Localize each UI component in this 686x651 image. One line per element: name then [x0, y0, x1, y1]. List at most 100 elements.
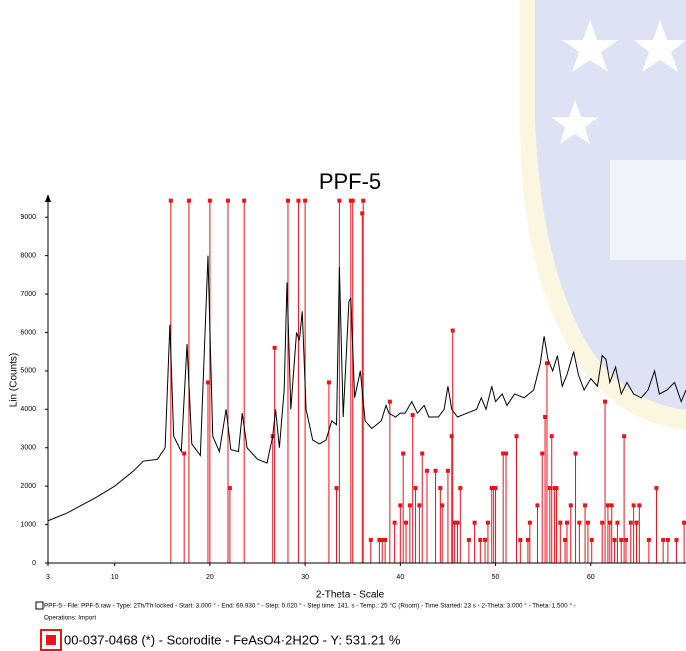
reference-stick	[449, 434, 454, 563]
stick-head	[609, 503, 614, 508]
stick-head	[622, 434, 627, 439]
reference-stick	[401, 451, 406, 563]
x-tick-label: 10	[111, 574, 119, 581]
reference-stick	[417, 503, 422, 563]
reference-stick	[612, 537, 617, 563]
stick-head	[483, 537, 488, 542]
stick-head	[433, 468, 438, 473]
reference-stick	[540, 451, 545, 563]
reference-stick	[514, 434, 519, 563]
stick-head	[438, 486, 443, 491]
reference-stick	[628, 520, 633, 563]
y-tick-label: 9000	[20, 214, 36, 221]
reference-stick	[458, 486, 463, 563]
reference-stick	[504, 451, 509, 563]
reference-stick	[518, 537, 523, 563]
stick-head	[368, 537, 373, 542]
reference-stick	[535, 503, 540, 563]
reference-stick	[387, 399, 392, 563]
y-tick-label: 1000	[20, 521, 36, 528]
data-line	[47, 255, 686, 522]
stick-head	[624, 537, 629, 542]
stick-head	[646, 537, 651, 542]
stick-head	[326, 380, 331, 385]
stick-head	[285, 198, 290, 203]
reference-stick	[544, 361, 549, 563]
reference-stick	[407, 503, 412, 563]
reference-stick	[466, 537, 471, 563]
stick-head	[504, 451, 509, 456]
reference-stick	[272, 345, 277, 563]
stick-head	[452, 520, 457, 525]
reference-stick	[491, 486, 496, 563]
reference-stick	[563, 537, 568, 563]
reference-stick	[424, 468, 429, 563]
reference-stick	[568, 503, 573, 563]
stick-head	[205, 380, 210, 385]
stick-head	[612, 537, 617, 542]
reference-stick	[665, 537, 670, 563]
plot-area	[47, 198, 686, 563]
stick-head	[544, 361, 549, 366]
stick-head	[168, 198, 173, 203]
reference-stick	[377, 537, 382, 563]
x-axis-label: 2-Theta - Scale	[316, 590, 385, 601]
reference-stick	[634, 520, 639, 563]
reference-stick	[398, 503, 403, 563]
reference-stick	[410, 413, 415, 563]
stick-head	[654, 486, 659, 491]
x-tick-label: 40	[396, 574, 404, 581]
stick-head	[543, 415, 548, 419]
stick-head	[182, 451, 187, 456]
stick-head	[472, 520, 477, 525]
reference-stick	[168, 198, 173, 563]
reference-stick	[383, 537, 388, 563]
stick-head	[577, 520, 582, 525]
reference-stick	[558, 520, 563, 563]
reference-stick	[478, 537, 483, 563]
stick-head	[525, 537, 530, 542]
legend-icon	[46, 635, 56, 645]
reference-stick	[600, 520, 605, 563]
stick-head	[361, 198, 366, 203]
stick-head	[334, 486, 339, 491]
stick-head	[518, 537, 523, 542]
reference-stick	[501, 451, 506, 563]
reference-stick	[227, 486, 232, 563]
stick-head	[410, 413, 415, 418]
stick-head	[417, 503, 422, 508]
reference-stick	[661, 537, 666, 563]
stick-head	[607, 520, 612, 525]
reference-stick	[554, 486, 559, 563]
stick-head	[225, 198, 230, 203]
reference-stick	[624, 537, 629, 563]
reference-stick	[607, 520, 612, 563]
stick-head	[605, 503, 610, 508]
reference-stick	[438, 486, 443, 563]
y-tick-label: 5000	[20, 368, 36, 375]
reference-stick	[404, 520, 409, 563]
reference-stick	[348, 198, 353, 563]
chart-title: PPF-5	[319, 169, 381, 194]
reference-stick	[334, 486, 339, 563]
stick-head	[466, 537, 471, 542]
stick-head	[547, 486, 552, 491]
stick-head	[458, 486, 463, 491]
stick-head	[563, 537, 568, 542]
reference-stick	[350, 198, 355, 563]
stick-head	[527, 520, 532, 525]
reference-stick	[615, 520, 620, 563]
legend-entry: 00-037-0468 (*) - Scorodite - FeAsO4·2H2…	[64, 632, 401, 647]
reference-stick	[573, 451, 578, 563]
reference-stick	[270, 434, 275, 563]
stick-head	[337, 198, 342, 203]
stick-head	[568, 503, 573, 508]
stick-head	[493, 486, 498, 491]
legend-icon	[35, 601, 44, 610]
reference-stick	[682, 520, 686, 563]
reference-stick	[455, 520, 460, 563]
y-tick-label: 4000	[20, 406, 36, 413]
legend-icon	[40, 629, 62, 651]
reference-stick	[547, 486, 552, 563]
stick-head	[478, 537, 483, 542]
